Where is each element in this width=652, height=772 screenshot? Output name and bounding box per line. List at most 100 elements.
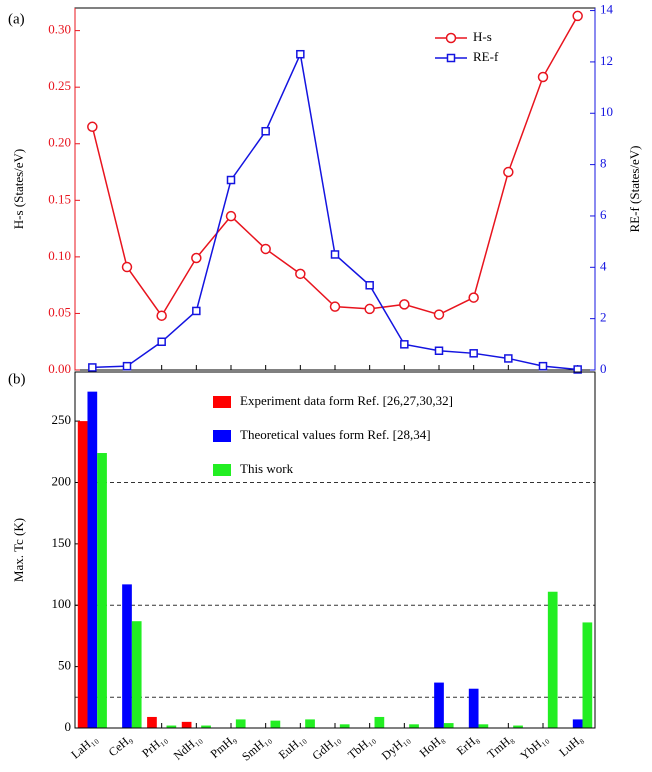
legend-label: RE-f [473,49,499,64]
x-tick-label: NdH₁₀ [171,732,204,763]
point [156,310,167,321]
legend-marker [445,32,457,44]
panel-label: (a) [8,11,25,27]
point [88,363,97,372]
x-tick-label: LuH₈ [556,732,585,760]
point [365,281,374,290]
bar [77,421,88,728]
x-tick-label: HoH₈ [417,732,447,760]
x-tick-label: YbH₁₀ [517,732,550,763]
y2-tick-label: 12 [600,53,613,68]
y2-tick-label: 8 [600,156,607,171]
point [400,340,409,349]
y-tick-label: 0.15 [48,191,71,206]
point [538,361,548,371]
y2-tick-label: 6 [600,207,607,222]
legend-swatch [213,396,231,408]
bar [122,584,132,728]
point [503,166,514,178]
point [122,361,132,371]
y-tick-label: 250 [52,412,72,427]
y-tick-label: 0.25 [48,78,71,93]
bar [181,721,192,728]
bar [582,622,593,728]
bar [339,724,350,728]
point [572,10,583,22]
bar [478,724,489,728]
bar [166,725,177,728]
panel-label: (b) [8,371,26,387]
x-tick-label: DyH₁₀ [379,732,412,763]
bar [201,725,211,728]
y-tick-label: 50 [58,658,71,673]
y-tick-label: 100 [52,596,72,611]
bar [270,720,281,728]
point [469,349,478,358]
series-line [91,15,579,318]
plot-frame [74,371,596,729]
y-tick-label: 0.10 [48,248,71,263]
point [295,268,306,280]
bar [131,621,142,728]
bar [513,725,523,728]
bar [305,719,315,728]
legend-label: This work [240,461,294,476]
point [192,306,201,316]
y2-tick-label: 4 [600,258,607,273]
point [191,252,202,264]
y2-tick-label: 14 [600,2,614,17]
series-line [92,51,578,371]
x-tick-label: SmH₁₀ [239,732,273,764]
y2-tick-label: 0 [600,361,607,376]
bar [468,688,479,728]
point [504,354,513,363]
y2-axis-label: RE-f (States/eV) [627,145,642,232]
bar [547,591,558,728]
y-tick-label: 150 [52,535,72,550]
x-tick-label: LaH₁₀ [68,732,100,762]
y-tick-label: 0.00 [48,361,71,376]
point [329,301,341,312]
point [468,292,479,303]
x-tick-label: PmH₉ [208,732,239,761]
point [226,175,236,185]
point [364,303,375,315]
point [537,71,549,83]
bar [409,724,419,728]
y-tick-label: 0.20 [48,135,71,150]
bar [434,682,444,728]
y-tick-label: 0.30 [48,22,71,37]
point [225,210,237,222]
x-tick-label: TbH₁₀ [345,732,377,762]
x-tick-label: PrH₁₀ [139,732,169,761]
x-tick-label: EuH₁₀ [276,732,308,762]
legend-label: Theoretical values form Ref. [28,34] [240,427,431,442]
bar [235,719,246,728]
bar [147,716,157,728]
x-tick-label: CeH₉ [106,732,135,760]
x-tick-label: ErH₈ [454,732,482,758]
legend-marker [446,53,456,63]
point [87,121,98,133]
bar [443,723,454,728]
bar [87,391,98,728]
y2-tick-label: 2 [600,310,607,325]
point [399,299,410,310]
point [573,365,582,374]
bar [572,719,583,728]
point [296,49,305,59]
legend-label: Experiment data form Ref. [26,27,30,32] [240,393,453,408]
plot-frame [74,7,596,371]
point [434,346,444,355]
y-tick-label: 0.05 [48,304,71,319]
y-tick-label: 200 [52,473,72,488]
x-tick-label: GdH₁₀ [309,732,342,763]
legend-swatch [213,430,231,442]
bar [97,453,107,728]
point [121,261,133,273]
point [433,309,445,320]
bar [374,716,385,728]
point [157,337,166,347]
y-tick-label: 0 [65,719,72,734]
